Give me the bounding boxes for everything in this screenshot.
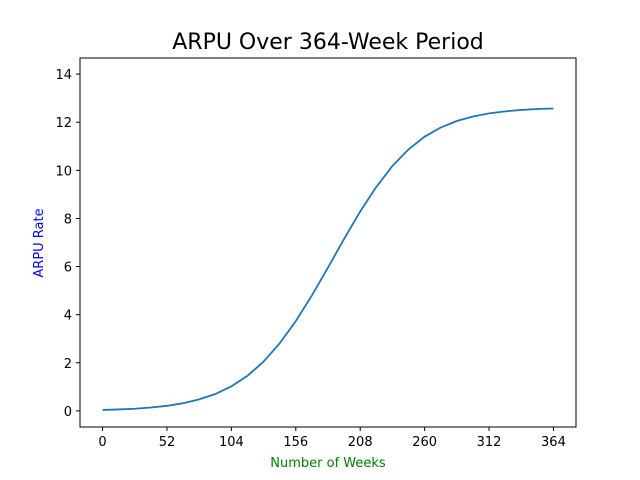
x-axis-label: Number of Weeks — [270, 456, 386, 471]
y-axis: 0 2 4 6 8 10 12 14 — [55, 68, 80, 420]
x-tick-label: 208 — [348, 435, 373, 450]
y-tick-label: 6 — [64, 261, 72, 276]
x-tick-label: 312 — [477, 435, 502, 450]
plot-area-frame — [79, 57, 577, 428]
y-tick-label: 10 — [55, 164, 72, 179]
y-tick-label: 0 — [64, 405, 72, 420]
x-axis: 0 52 104 156 208 260 312 364 — [98, 427, 566, 450]
y-tick-label: 2 — [64, 357, 72, 372]
y-axis-label: ARPU Rate — [32, 208, 47, 277]
y-tick-label: 14 — [55, 68, 72, 83]
x-tick-label: 364 — [541, 435, 566, 450]
x-tick-label: 104 — [219, 435, 244, 450]
y-tick-label: 12 — [55, 116, 72, 131]
series-line-arpu — [102, 107, 554, 411]
x-tick-label: 0 — [98, 435, 106, 450]
x-tick-label: 260 — [412, 435, 437, 450]
x-tick-label: 52 — [159, 435, 176, 450]
chart-title: ARPU Over 364-Week Period — [172, 30, 484, 55]
y-tick-label: 8 — [64, 212, 72, 227]
x-tick-label: 156 — [283, 435, 308, 450]
y-tick-label: 4 — [64, 309, 72, 324]
